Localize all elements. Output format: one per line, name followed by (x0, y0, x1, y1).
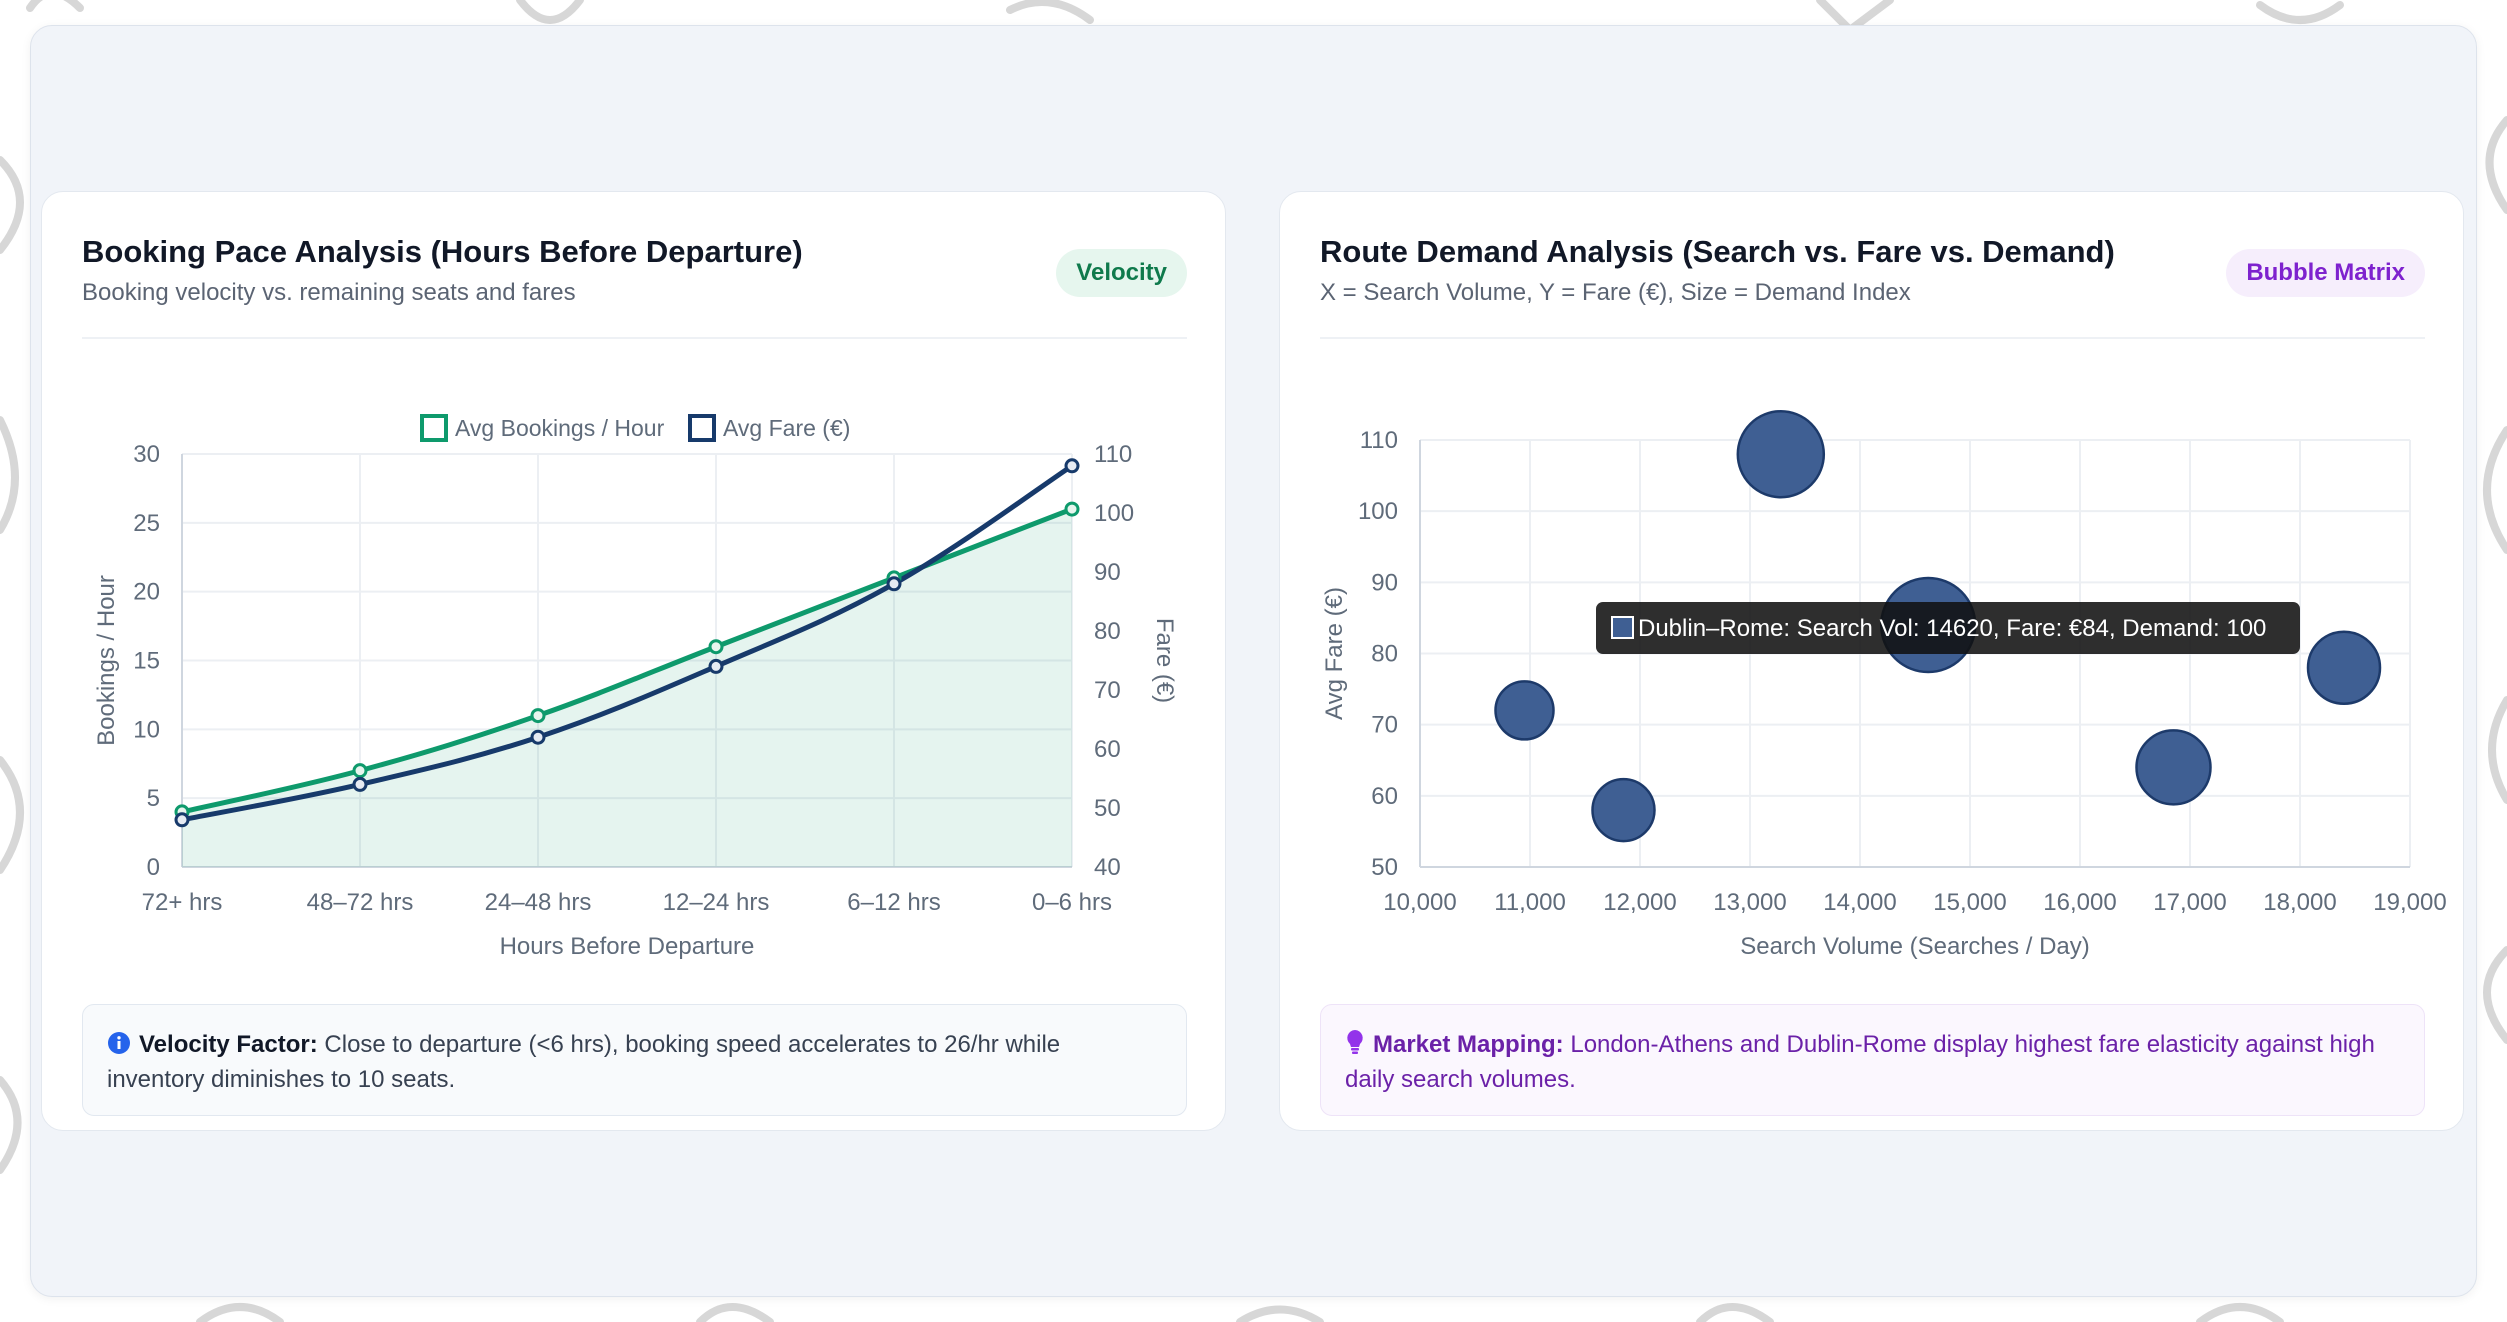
info-icon (107, 1031, 131, 1064)
legend-item-bookings: Avg Bookings / Hour (420, 414, 665, 442)
y-right-tick-label: 60 (1094, 736, 1121, 763)
data-point-fare (352, 776, 368, 792)
route-demand-card: Route Demand Analysis (Search vs. Fare v… (1279, 191, 2464, 1131)
bubble-tooltip: Dublin–Rome: Search Vol: 14620, Fare: €8… (1596, 602, 2300, 654)
bookings-area-fill (182, 509, 1072, 867)
card-subtitle: X = Search Volume, Y = Fare (€), Size = … (1320, 279, 1911, 306)
lightbulb-icon (1345, 1029, 1365, 1064)
x-tick-label: 14,000 (1823, 889, 1896, 916)
note-label: Velocity Factor: (139, 1031, 318, 1058)
booking-pace-card: Booking Pace Analysis (Hours Before Depa… (41, 191, 1226, 1131)
legend-swatch (420, 414, 448, 442)
x-tick-label: 12–24 hrs (663, 889, 770, 916)
y-tick-label: 110 (1360, 427, 1398, 454)
y-tick-label: 5 (147, 785, 160, 812)
data-point-bookings (1064, 501, 1080, 517)
divider (82, 337, 1187, 339)
y-axis-title: Bookings / Hour (93, 575, 120, 746)
data-point-bookings (708, 639, 724, 655)
x-axis-title: Hours Before Departure (500, 933, 755, 960)
data-point-fare (530, 729, 546, 745)
card-title: Booking Pace Analysis (Hours Before Depa… (82, 234, 803, 269)
x-tick-label: 19,000 (2373, 889, 2446, 916)
x-tick-label: 24–48 hrs (485, 889, 592, 916)
y-right-axis-title: Fare (€) (1151, 618, 1178, 703)
bubble-matrix-badge: Bubble Matrix (2226, 249, 2425, 297)
y-tick-label: 90 (1371, 569, 1398, 596)
booking-pace-chart[interactable]: 0 5 10 15 20 25 30 40 50 60 70 80 90 100 110 72+ hrs 48–… (42, 192, 1227, 992)
y-right-tick-label: 100 (1094, 500, 1134, 527)
x-tick-label: 13,000 (1713, 889, 1786, 916)
route-bubble (1494, 680, 1555, 741)
tooltip-background (1596, 602, 2300, 654)
y-right-tick-label: 50 (1094, 795, 1121, 822)
y-tick-label: 100 (1358, 498, 1398, 525)
legend-label: Avg Bookings / Hour (455, 415, 665, 441)
y-tick-label: 80 (1371, 641, 1398, 668)
route-bubble (2135, 729, 2212, 806)
data-point-fare (886, 576, 902, 592)
x-tick-label: 11,000 (1494, 889, 1566, 916)
note-label: Market Mapping: (1373, 1031, 1564, 1058)
x-tick-label: 12,000 (1603, 889, 1676, 916)
data-point-bookings (352, 763, 368, 779)
route-bubble (2306, 630, 2382, 705)
data-point-bookings (530, 708, 546, 724)
x-axis-title: Search Volume (Searches / Day) (1740, 933, 2090, 960)
y-tick-label: 50 (1371, 854, 1398, 881)
legend-label: Avg Fare (€) (723, 415, 850, 441)
y-tick-label: 10 (133, 716, 160, 743)
y-right-tick-label: 90 (1094, 559, 1121, 586)
x-tick-label: 0–6 hrs (1032, 889, 1112, 916)
x-tick-label: 17,000 (2153, 889, 2226, 916)
route-bubble (1591, 777, 1656, 843)
y-tick-label: 30 (133, 441, 160, 468)
y-tick-label: 20 (133, 579, 160, 606)
y-tick-label: 0 (147, 854, 160, 881)
data-point-fare (1064, 458, 1080, 474)
market-mapping-note: Market Mapping: London-Athens and Dublin… (1320, 1004, 2425, 1116)
x-tick-label: 10,000 (1383, 889, 1456, 916)
series-line-fare (181, 463, 1074, 823)
legend-swatch (688, 414, 716, 442)
y-right-tick-label: 70 (1094, 677, 1121, 704)
velocity-badge: Velocity (1056, 249, 1187, 297)
y-tick-label: 15 (133, 648, 160, 675)
route-bubble (1736, 409, 1826, 499)
y-right-tick-label: 110 (1094, 441, 1132, 468)
note-text: Close to departure (<6 hrs), booking spe… (107, 1031, 1061, 1093)
x-tick-label: 18,000 (2263, 889, 2336, 916)
legend-item-fare: Avg Fare (€) (688, 414, 850, 442)
x-tick-label: 6–12 hrs (847, 889, 940, 916)
note-text: London-Athens and Dublin-Rome display hi… (1345, 1031, 2375, 1093)
x-tick-label: 48–72 hrs (307, 889, 414, 916)
x-tick-label: 15,000 (1933, 889, 2006, 916)
card-title: Route Demand Analysis (Search vs. Fare v… (1320, 234, 2115, 269)
dashboard-frame: Booking Pace Analysis (Hours Before Depa… (30, 25, 2477, 1297)
y-tick-label: 25 (133, 510, 160, 537)
tooltip-text: Dublin–Rome: Search Vol: 14620, Fare: €8… (1638, 615, 2266, 642)
tooltip-swatch (1611, 616, 1634, 639)
y-right-tick-label: 80 (1094, 618, 1121, 645)
y-right-tick-label: 40 (1094, 854, 1121, 881)
y-tick-label: 70 (1371, 712, 1398, 739)
x-tick-label: 16,000 (2043, 889, 2116, 916)
x-tick-label: 72+ hrs (142, 889, 223, 916)
y-axis-title: Avg Fare (€) (1321, 587, 1348, 720)
velocity-note: Velocity Factor: Close to departure (<6 … (82, 1004, 1187, 1116)
card-subtitle: Booking velocity vs. remaining seats and… (82, 279, 576, 306)
divider (1320, 337, 2425, 339)
route-demand-bubble-chart[interactable]: 10,000 11,000 12,000 13,000 14,000 15,000 16,0… (1280, 192, 2465, 992)
y-tick-label: 60 (1371, 783, 1398, 810)
data-point-fare (174, 812, 190, 828)
data-point-fare (708, 658, 724, 674)
